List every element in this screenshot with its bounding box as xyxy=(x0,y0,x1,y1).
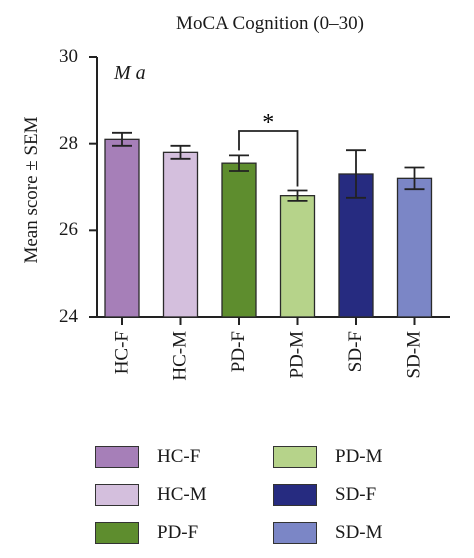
legend-swatch xyxy=(95,522,139,544)
legend-label: PD-F xyxy=(157,522,199,543)
legend-swatch xyxy=(95,484,139,506)
legend-item: PD-F xyxy=(95,521,198,545)
legend-swatch xyxy=(273,446,317,468)
significance-bracket xyxy=(238,130,299,187)
x-tick-label: PD-M xyxy=(286,331,308,379)
legend-item: HC-M xyxy=(95,483,207,507)
x-tick-label: SD-F xyxy=(345,331,367,373)
panel-label: M a xyxy=(114,62,146,84)
legend-label: HC-M xyxy=(157,484,207,505)
legend-swatch xyxy=(273,522,317,544)
y-tick-label: 28 xyxy=(59,133,78,154)
legend-item: SD-F xyxy=(273,483,376,507)
chart-title: MoCA Cognition (0–30) xyxy=(176,13,364,34)
significance-marker: * xyxy=(262,110,274,136)
legend-swatch xyxy=(95,446,139,468)
bar xyxy=(104,138,140,318)
x-tick-label: SD-M xyxy=(403,331,425,379)
x-tick-label: PD-F xyxy=(228,331,250,373)
x-tick-label: HC-M xyxy=(169,331,191,381)
y-tick-label: 30 xyxy=(59,46,78,67)
legend-item: PD-M xyxy=(273,445,383,469)
y-tick-label: 24 xyxy=(59,306,78,327)
legend-swatch xyxy=(273,484,317,506)
bar xyxy=(279,195,316,318)
legend-label: SD-F xyxy=(335,484,377,505)
legend-label: PD-M xyxy=(335,446,383,467)
y-tick-label: 26 xyxy=(59,219,78,240)
legend-item: HC-F xyxy=(95,445,200,469)
legend-label: HC-F xyxy=(157,446,201,467)
x-tick-label: HC-F xyxy=(111,331,133,375)
legend-item: SD-M xyxy=(273,521,383,545)
bar xyxy=(396,177,433,318)
bar xyxy=(162,151,199,318)
legend-label: SD-M xyxy=(335,522,383,543)
bar-chart: * xyxy=(89,56,450,325)
bar xyxy=(221,162,257,318)
legend: HC-F HC-M PD-F PD-M SD-F SD-M xyxy=(95,445,425,555)
